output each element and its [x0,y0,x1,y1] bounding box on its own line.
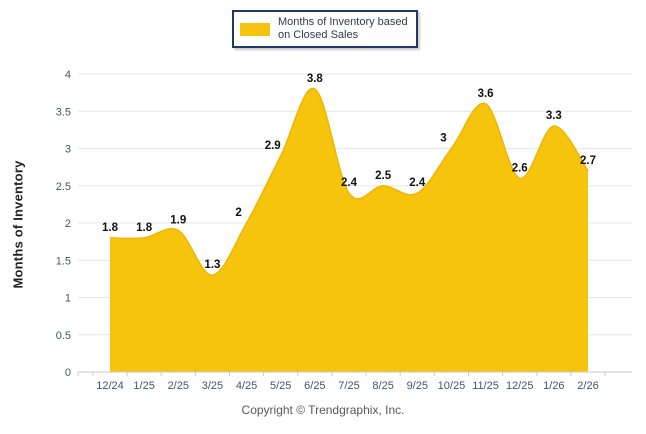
data-point-label: 3.8 [307,73,324,85]
x-tick-label: 11/25 [472,380,499,392]
y-tick-label: 3.5 [56,106,71,118]
x-tick-label: 1/25 [133,380,154,392]
x-tick-label: 1/26 [543,380,564,392]
data-point-label: 3.6 [478,88,494,100]
x-tick-label: 4/25 [236,380,257,392]
y-tick-label: 1 [65,293,71,305]
y-tick-label: 3 [65,144,71,156]
data-point-label: 1.9 [170,214,186,226]
data-point-label: 1.8 [102,222,119,234]
x-tick-label: 12/25 [506,380,534,392]
x-tick-label: 6/25 [304,380,325,392]
data-point-label: 2.7 [580,155,596,167]
y-tick-label: 2.5 [56,181,71,193]
data-point-label: 2.9 [265,140,281,152]
data-point-label: 1.8 [136,222,153,234]
y-tick-label: 1.5 [56,255,71,267]
copyright-text: Copyright © Trendgraphix, Inc. [241,403,405,417]
data-point-label: 2.6 [512,162,528,174]
data-point-label: 3.3 [546,110,562,122]
legend-swatch [240,22,270,36]
x-tick-label: 7/25 [338,380,359,392]
data-point-label: 2.4 [341,177,358,189]
x-tick-label: 5/25 [270,380,291,392]
x-tick-label: 8/25 [372,380,393,392]
y-tick-label: 2 [65,218,71,230]
legend-label-line2: on Closed Sales [278,29,359,41]
y-tick-label: 4 [65,69,71,81]
x-tick-label: 10/25 [438,380,466,392]
x-tick-label: 2/26 [577,380,598,392]
data-point-label: 1.3 [204,259,220,271]
chart-legend: Months of Inventory based on Closed Sale… [232,10,418,48]
y-axis-title: Months of Inventory [10,160,26,289]
x-tick-label: 12/24 [96,380,124,392]
legend-label: Months of Inventory based on Closed Sale… [278,16,408,42]
legend-label-line1: Months of Inventory based [278,16,408,28]
x-tick-label: 2/25 [168,380,189,392]
data-point-label: 2.4 [409,177,426,189]
data-point-label: 2.5 [375,170,392,182]
x-tick-label: 3/25 [202,380,223,392]
data-point-label: 2 [235,207,241,219]
x-tick-label: 9/25 [407,380,428,392]
y-tick-label: 0.5 [56,330,71,342]
area-series-outline [109,87,589,276]
data-point-label: 3 [440,133,446,145]
area-series [110,88,588,372]
y-tick-label: 0 [65,367,71,379]
